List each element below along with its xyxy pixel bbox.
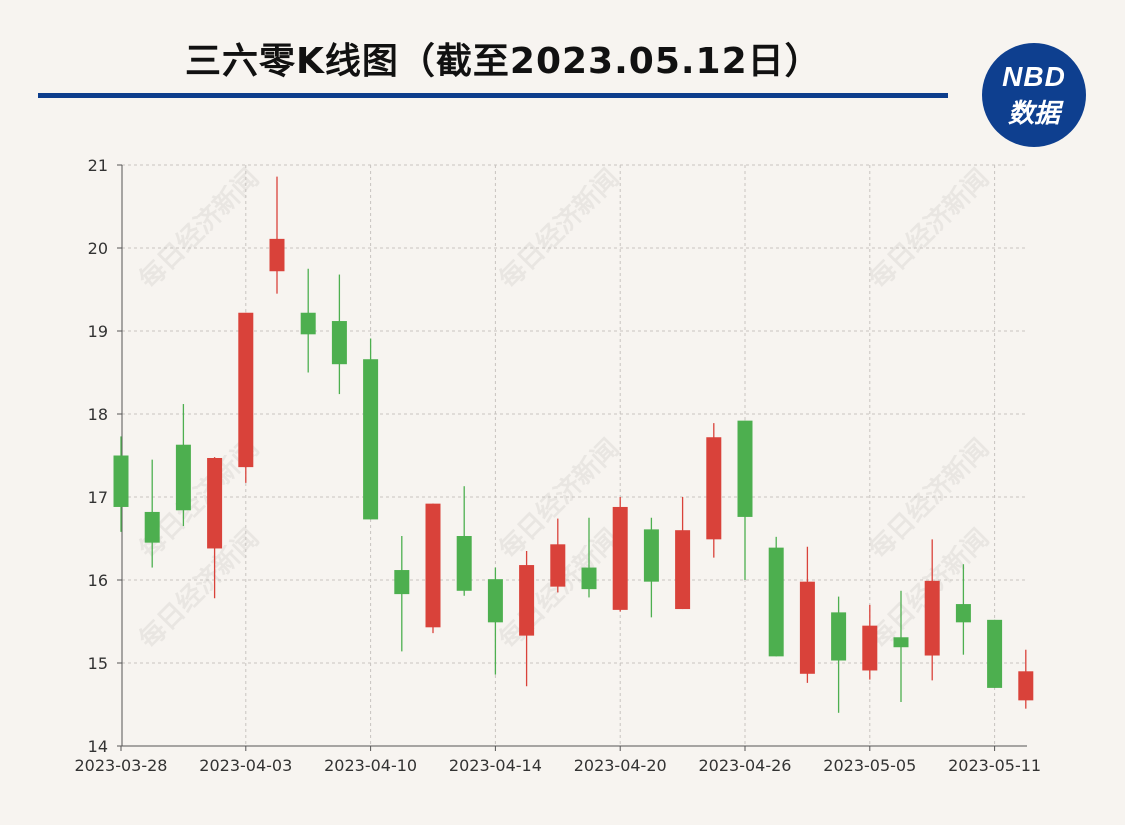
candle-body	[487, 579, 503, 623]
watermark-text: 每日经济新闻	[863, 163, 995, 295]
candle-body	[831, 612, 847, 661]
candle-up	[238, 312, 254, 483]
y-tick-label: 15	[88, 654, 108, 673]
candle-body	[581, 567, 597, 590]
candle-down	[394, 536, 410, 652]
candle-down	[737, 420, 753, 580]
candle-up	[550, 518, 566, 593]
candle-body	[987, 619, 1003, 688]
y-tick-label: 21	[88, 156, 108, 175]
candle-body	[331, 321, 347, 365]
candle-down	[487, 567, 503, 675]
chart-title: 三六零K线图（截至2023.05.12日）	[185, 41, 822, 82]
candle-body	[550, 544, 566, 587]
candle-down	[300, 268, 316, 373]
y-tick-label: 18	[88, 405, 108, 424]
candle-body	[113, 455, 129, 507]
x-tick-labels: 2023-03-28 2023-04-03 2023-04-10 2023-04-14…	[75, 756, 1042, 775]
candle-down	[144, 459, 160, 568]
candle-body	[1018, 671, 1034, 701]
candle-body	[768, 547, 784, 657]
candle-body	[269, 238, 285, 272]
y-tick-labels: 14 15 16 17 18 19 20 21	[88, 156, 108, 756]
candle-up	[1018, 649, 1034, 709]
candle-up	[207, 457, 223, 599]
candle-up	[675, 497, 691, 610]
nbd-logo: NBD 数据	[982, 43, 1086, 147]
candle-down	[113, 436, 129, 532]
y-tick-label: 16	[88, 571, 108, 590]
candle-body	[363, 359, 379, 520]
candle-down	[331, 274, 347, 395]
candle-body	[643, 529, 659, 582]
candle-body	[924, 580, 940, 656]
logo-bottom-text: 数据	[1007, 99, 1060, 129]
candle-down	[456, 486, 472, 596]
logo-top-text: NBD	[1002, 61, 1066, 92]
candle-down	[643, 517, 659, 618]
x-tick-label: 2023-04-26	[699, 756, 792, 775]
candle-body	[175, 444, 191, 511]
candle-up	[425, 503, 441, 634]
candle-body	[394, 570, 410, 595]
candle-body	[519, 565, 535, 636]
candle-body	[238, 312, 254, 468]
candle-down	[893, 590, 909, 703]
x-tick-label: 2023-04-03	[199, 756, 292, 775]
candle-body	[144, 511, 160, 543]
y-tick-label: 20	[88, 239, 108, 258]
x-tick-label: 2023-05-05	[823, 756, 916, 775]
candle-down	[581, 517, 597, 598]
candle-up	[519, 550, 535, 687]
y-tick-label: 14	[88, 737, 108, 756]
candle-up	[269, 176, 285, 294]
candle-body	[207, 457, 223, 549]
candle-body	[675, 530, 691, 610]
candle-body	[955, 604, 971, 623]
x-tick-label: 2023-04-20	[574, 756, 667, 775]
candle-body	[425, 503, 441, 628]
y-tick-label: 17	[88, 488, 108, 507]
title-underline	[38, 93, 948, 98]
candle-body	[799, 581, 815, 674]
candle-down	[955, 564, 971, 655]
candle-body	[737, 420, 753, 517]
candle-body	[612, 506, 628, 610]
candle-up	[924, 539, 940, 681]
x-tick-label: 2023-05-11	[948, 756, 1041, 775]
y-tick-label: 19	[88, 322, 108, 341]
candle-down	[175, 404, 191, 527]
candle-body	[706, 437, 722, 540]
candle-body	[456, 536, 472, 591]
candle-body	[893, 637, 909, 648]
watermark-text: 每日经济新闻	[493, 163, 625, 295]
candle-up	[706, 423, 722, 558]
candles	[113, 176, 1034, 713]
x-tick-label: 2023-04-10	[324, 756, 417, 775]
candle-down	[363, 338, 379, 520]
candle-up	[862, 604, 878, 680]
candle-up	[612, 497, 628, 612]
x-tick-label: 2023-04-14	[449, 756, 542, 775]
candle-down	[987, 619, 1003, 688]
candle-down	[768, 536, 784, 657]
candle-body	[300, 312, 316, 335]
candle-down	[831, 596, 847, 713]
candle-up	[799, 546, 815, 683]
candle-body	[862, 625, 878, 671]
x-tick-label: 2023-03-28	[75, 756, 168, 775]
